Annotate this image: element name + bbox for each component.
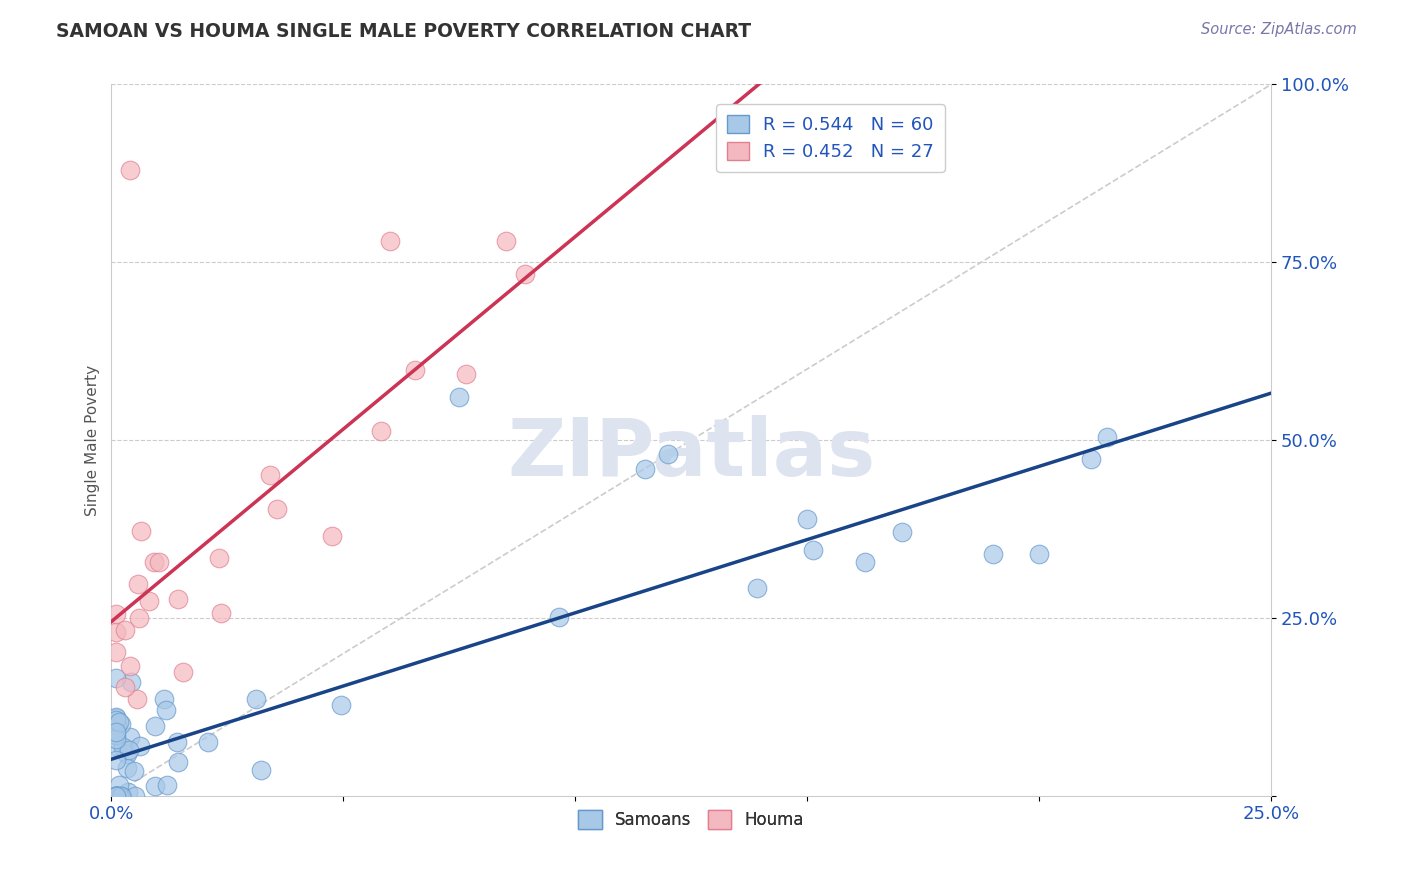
R = 0.544   N = 60 xyxy=(105,789,128,803)
R = 0.544   N = 60 xyxy=(108,714,131,729)
R = 0.544   N = 60 xyxy=(634,461,657,475)
R = 0.544   N = 60 xyxy=(105,789,128,803)
R = 0.452   N = 27 xyxy=(495,234,517,248)
R = 0.452   N = 27 xyxy=(143,556,166,570)
R = 0.544   N = 60 xyxy=(105,728,128,742)
R = 0.544   N = 60 xyxy=(108,779,131,793)
R = 0.544   N = 60 xyxy=(105,789,128,803)
R = 0.544   N = 60 xyxy=(245,692,267,706)
Text: SAMOAN VS HOUMA SINGLE MALE POVERTY CORRELATION CHART: SAMOAN VS HOUMA SINGLE MALE POVERTY CORR… xyxy=(56,22,751,41)
R = 0.452   N = 27 xyxy=(105,625,128,640)
R = 0.544   N = 60 xyxy=(122,764,145,779)
Legend: Samoans, Houma: Samoans, Houma xyxy=(569,801,813,838)
R = 0.544   N = 60 xyxy=(124,789,146,803)
R = 0.544   N = 60 xyxy=(108,789,131,803)
R = 0.452   N = 27 xyxy=(405,363,427,377)
R = 0.544   N = 60 xyxy=(329,698,352,713)
R = 0.544   N = 60 xyxy=(890,525,912,540)
R = 0.544   N = 60 xyxy=(111,740,134,755)
R = 0.544   N = 60 xyxy=(115,761,138,775)
R = 0.544   N = 60 xyxy=(115,747,138,762)
R = 0.544   N = 60 xyxy=(250,763,273,777)
R = 0.544   N = 60 xyxy=(118,730,141,744)
R = 0.452   N = 27 xyxy=(118,162,141,177)
R = 0.544   N = 60 xyxy=(1080,452,1102,467)
R = 0.544   N = 60 xyxy=(981,547,1004,561)
R = 0.452   N = 27 xyxy=(259,468,281,483)
R = 0.544   N = 60 xyxy=(1097,429,1119,443)
R = 0.452   N = 27 xyxy=(148,555,170,569)
R = 0.452   N = 27 xyxy=(378,234,401,248)
R = 0.452   N = 27 xyxy=(114,680,136,694)
R = 0.544   N = 60 xyxy=(105,710,128,724)
R = 0.544   N = 60 xyxy=(167,755,190,769)
R = 0.544   N = 60 xyxy=(108,789,131,803)
R = 0.544   N = 60 xyxy=(105,789,128,803)
R = 0.544   N = 60 xyxy=(853,555,876,569)
R = 0.452   N = 27 xyxy=(105,645,128,659)
R = 0.544   N = 60 xyxy=(121,674,143,689)
R = 0.452   N = 27 xyxy=(120,659,142,673)
R = 0.544   N = 60 xyxy=(796,512,818,526)
R = 0.452   N = 27 xyxy=(454,367,477,381)
R = 0.452   N = 27 xyxy=(105,607,128,621)
R = 0.544   N = 60 xyxy=(105,739,128,753)
R = 0.452   N = 27 xyxy=(167,591,190,606)
R = 0.544   N = 60 xyxy=(105,725,128,739)
R = 0.544   N = 60 xyxy=(105,789,128,803)
R = 0.452   N = 27 xyxy=(370,424,392,438)
R = 0.544   N = 60 xyxy=(1028,547,1050,561)
R = 0.544   N = 60 xyxy=(449,391,471,405)
R = 0.452   N = 27 xyxy=(125,692,148,706)
R = 0.544   N = 60 xyxy=(111,789,134,803)
R = 0.544   N = 60 xyxy=(117,785,139,799)
R = 0.452   N = 27 xyxy=(127,576,149,591)
R = 0.544   N = 60 xyxy=(105,717,128,731)
R = 0.544   N = 60 xyxy=(155,703,177,717)
R = 0.544   N = 60 xyxy=(548,610,571,624)
R = 0.544   N = 60 xyxy=(156,778,179,792)
R = 0.544   N = 60 xyxy=(110,789,132,803)
R = 0.544   N = 60 xyxy=(745,582,768,596)
R = 0.544   N = 60 xyxy=(143,718,166,732)
R = 0.452   N = 27 xyxy=(266,502,288,516)
R = 0.544   N = 60 xyxy=(801,543,824,558)
Text: Source: ZipAtlas.com: Source: ZipAtlas.com xyxy=(1201,22,1357,37)
R = 0.544   N = 60 xyxy=(105,753,128,767)
R = 0.452   N = 27 xyxy=(209,606,232,620)
R = 0.544   N = 60 xyxy=(117,743,139,757)
R = 0.544   N = 60 xyxy=(105,789,128,803)
Text: ZIPatlas: ZIPatlas xyxy=(508,416,876,493)
R = 0.544   N = 60 xyxy=(105,789,128,803)
R = 0.452   N = 27 xyxy=(129,524,152,538)
R = 0.544   N = 60 xyxy=(166,735,188,749)
R = 0.544   N = 60 xyxy=(105,713,128,727)
R = 0.544   N = 60 xyxy=(129,739,152,753)
R = 0.452   N = 27 xyxy=(172,665,194,680)
R = 0.452   N = 27 xyxy=(208,551,231,566)
R = 0.544   N = 60 xyxy=(143,779,166,793)
R = 0.544   N = 60 xyxy=(153,692,176,706)
R = 0.544   N = 60 xyxy=(657,447,679,461)
R = 0.452   N = 27 xyxy=(513,267,536,281)
R = 0.452   N = 27 xyxy=(114,624,136,638)
R = 0.544   N = 60 xyxy=(197,734,219,748)
Y-axis label: Single Male Poverty: Single Male Poverty xyxy=(86,365,100,516)
R = 0.544   N = 60 xyxy=(105,731,128,746)
R = 0.544   N = 60 xyxy=(105,789,128,803)
R = 0.544   N = 60 xyxy=(105,711,128,725)
R = 0.452   N = 27 xyxy=(138,594,160,608)
R = 0.544   N = 60 xyxy=(105,671,128,685)
R = 0.544   N = 60 xyxy=(105,789,128,803)
R = 0.452   N = 27 xyxy=(128,610,150,624)
R = 0.452   N = 27 xyxy=(321,529,343,543)
R = 0.544   N = 60 xyxy=(110,716,132,731)
